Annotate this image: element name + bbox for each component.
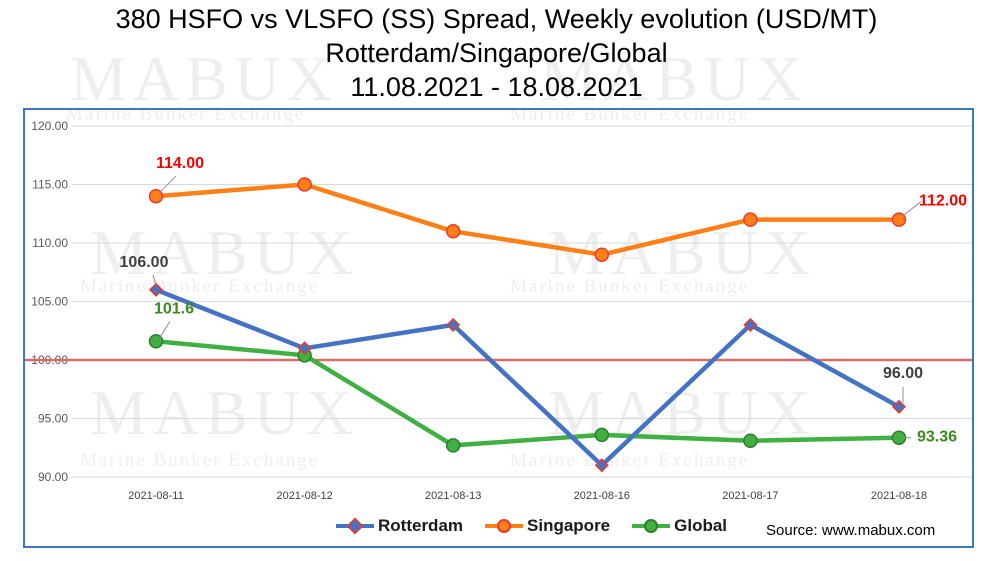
legend-item-singapore: Singapore bbox=[485, 516, 610, 536]
data-label: 93.36 bbox=[917, 429, 957, 446]
y-tick-label: 115.00 bbox=[32, 178, 68, 192]
x-tick-label: 2021-08-16 bbox=[574, 490, 630, 502]
legend-item-global: Global bbox=[632, 516, 727, 536]
y-tick-label: 90.00 bbox=[38, 470, 68, 484]
data-point-rotterdam bbox=[743, 317, 758, 332]
x-tick-label: 2021-08-12 bbox=[276, 490, 332, 502]
data-point-rotterdam bbox=[594, 458, 609, 473]
data-point-rotterdam bbox=[297, 341, 312, 356]
title-line-3: 11.08.2021 - 18.08.2021 bbox=[350, 72, 643, 102]
data-point-singapore bbox=[445, 224, 461, 239]
data-label: 112.00 bbox=[919, 193, 967, 210]
chart-title: 380 HSFO vs VLSFO (SS) Spread, Weekly ev… bbox=[0, 2, 993, 104]
data-label: 96.00 bbox=[883, 365, 923, 382]
data-point-rotterdam bbox=[148, 282, 164, 297]
legend-label-global: Global bbox=[674, 516, 728, 535]
legend-label-singapore: Singapore bbox=[527, 516, 611, 535]
annotation-leader bbox=[902, 201, 922, 216]
data-point-singapore bbox=[891, 212, 907, 227]
data-label: 101.6 bbox=[154, 300, 194, 317]
legend-item-rotterdam: Rotterdam bbox=[336, 516, 463, 536]
annotation-leader bbox=[159, 175, 177, 193]
x-tick-label: 2021-08-18 bbox=[871, 490, 927, 502]
series-line-rotterdam bbox=[155, 287, 901, 468]
data-point-global bbox=[743, 433, 758, 448]
title-line-2: Rotterdam/Singapore/Global bbox=[325, 38, 668, 68]
legend-label-rotterdam: Rotterdam bbox=[378, 516, 464, 535]
plot-frame bbox=[23, 108, 974, 548]
y-tick-label: 95.00 bbox=[38, 412, 68, 426]
data-point-singapore bbox=[743, 212, 758, 227]
x-tick-label: 2021-08-13 bbox=[425, 490, 481, 502]
title-line-1: 380 HSFO vs VLSFO (SS) Spread, Weekly ev… bbox=[115, 4, 878, 34]
annotation-leader bbox=[152, 274, 157, 286]
data-label: 114.00 bbox=[156, 155, 204, 172]
y-tick-label: 120.00 bbox=[31, 119, 68, 133]
legend: Rotterdam Singapore Global bbox=[336, 514, 727, 538]
data-point-singapore bbox=[148, 188, 164, 204]
data-point-global bbox=[148, 334, 164, 349]
legend-swatch-rotterdam bbox=[336, 516, 374, 536]
data-point-rotterdam bbox=[446, 317, 461, 332]
y-tick-label: 110.00 bbox=[32, 236, 68, 250]
y-tick-label: 105.00 bbox=[31, 295, 68, 309]
x-tick-label: 2021-08-17 bbox=[722, 490, 778, 502]
data-point-singapore bbox=[594, 247, 610, 262]
data-point-singapore bbox=[297, 177, 312, 192]
data-point-global bbox=[594, 427, 610, 443]
data-point-global bbox=[445, 438, 461, 453]
series-line-global bbox=[155, 339, 900, 448]
data-label: 106.00 bbox=[120, 254, 169, 271]
x-tick-label: 2021-08-11 bbox=[128, 490, 183, 502]
annotation-leader bbox=[159, 321, 171, 338]
source-note: Source: www.mabux.com bbox=[766, 522, 936, 539]
data-point-rotterdam bbox=[891, 399, 907, 414]
legend-swatch-global bbox=[632, 516, 671, 536]
legend-swatch-singapore bbox=[485, 516, 524, 536]
series-line-singapore bbox=[155, 182, 899, 257]
